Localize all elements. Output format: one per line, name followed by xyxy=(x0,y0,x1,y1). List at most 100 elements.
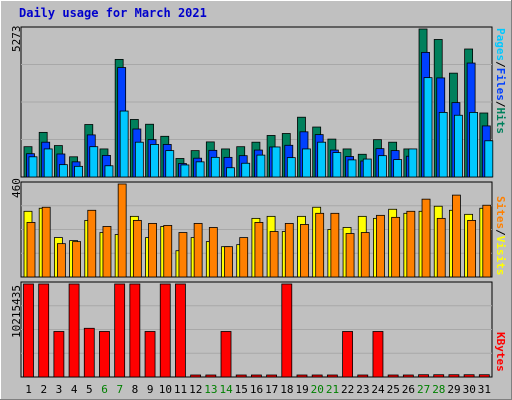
bar-kbytes-day-3 xyxy=(53,331,65,378)
bar-pages-day-22 xyxy=(347,159,357,178)
bar-sites-day-2 xyxy=(41,206,51,278)
bar-kbytes-day-30 xyxy=(463,374,475,378)
bar-pages-day-14 xyxy=(226,167,235,178)
bar-pages-day-7 xyxy=(119,110,129,178)
bar-sites-day-21 xyxy=(330,212,340,278)
middle-panel-legend: Sites/Visits xyxy=(494,196,507,276)
x-tick-label: 16 xyxy=(250,383,263,396)
bar-sites-day-17 xyxy=(269,231,279,278)
bar-pages-day-8 xyxy=(134,141,144,178)
x-tick-label: 7 xyxy=(116,383,123,396)
bar-kbytes-day-6 xyxy=(99,331,110,378)
x-tick-label: 29 xyxy=(447,383,460,396)
legend-kbytes: KBytes xyxy=(494,332,507,372)
x-tick-label: 30 xyxy=(463,383,476,396)
x-tick-label: 24 xyxy=(371,383,385,396)
x-tick-label: 4 xyxy=(71,383,78,396)
bar-sites-day-13 xyxy=(208,227,218,278)
bar-kbytes-day-17 xyxy=(266,374,277,378)
x-tick-label: 15 xyxy=(235,383,248,396)
bottom-panel-max-label: 10215435 xyxy=(10,285,23,338)
x-tick-label: 5 xyxy=(86,383,93,396)
bar-kbytes-day-24 xyxy=(372,331,384,378)
x-tick-label: 31 xyxy=(478,383,491,396)
x-tick-label: 25 xyxy=(387,383,400,396)
bar-sites-day-29 xyxy=(452,194,461,278)
legend-separator: / xyxy=(494,61,507,68)
top-panel-legend: Pages/Files/Hits xyxy=(494,28,507,134)
bar-pages-day-10 xyxy=(165,150,175,178)
bar-kbytes-day-31 xyxy=(478,374,490,378)
bar-kbytes-day-21 xyxy=(326,374,338,378)
x-tick-label: 8 xyxy=(132,383,139,396)
bar-sites-day-30 xyxy=(467,219,477,278)
x-tick-label: 6 xyxy=(101,383,108,396)
bar-pages-day-26 xyxy=(408,148,418,178)
bar-pages-day-16 xyxy=(256,154,266,178)
bar-kbytes-day-14 xyxy=(220,331,232,378)
bar-pages-day-9 xyxy=(150,144,159,178)
bar-sites-day-9 xyxy=(148,223,157,278)
bar-sites-day-19 xyxy=(300,224,309,278)
bar-kbytes-day-9 xyxy=(144,331,156,378)
bar-kbytes-day-13 xyxy=(205,374,217,378)
bar-pages-day-31 xyxy=(484,140,494,178)
bar-pages-day-2 xyxy=(43,148,53,178)
bar-sites-day-27 xyxy=(421,198,431,278)
bar-pages-day-23 xyxy=(362,158,372,178)
bar-sites-day-23 xyxy=(360,232,370,278)
x-tick-label: 14 xyxy=(219,383,233,396)
chart-title: Daily usage for March 2021 xyxy=(19,6,207,20)
bar-pages-day-25 xyxy=(393,159,403,178)
bar-pages-day-29 xyxy=(454,114,463,178)
bar-sites-day-24 xyxy=(376,214,385,278)
bar-pages-day-28 xyxy=(438,112,448,178)
legend-visits: Visits xyxy=(494,235,507,276)
x-tick-label: 3 xyxy=(56,383,63,396)
bar-sites-day-1 xyxy=(26,222,36,278)
bar-pages-day-21 xyxy=(332,152,342,178)
bar-kbytes-day-28 xyxy=(433,374,445,378)
bar-sites-day-26 xyxy=(406,210,416,278)
bar-kbytes-day-11 xyxy=(175,283,186,378)
bar-sites-day-16 xyxy=(254,222,264,278)
top-panel-max-label: 5273 xyxy=(10,25,23,53)
x-tick-label: 10 xyxy=(159,383,172,396)
bar-kbytes-day-2 xyxy=(38,283,50,378)
bar-pages-day-13 xyxy=(210,156,220,178)
bar-kbytes-day-1 xyxy=(23,283,34,378)
x-tick-label: 1 xyxy=(25,383,32,396)
legend-pages: Pages xyxy=(494,28,507,62)
bar-kbytes-day-18 xyxy=(281,283,293,378)
bar-pages-day-15 xyxy=(241,162,251,178)
bar-pages-day-4 xyxy=(74,165,83,178)
middle-panel-max-label: 460 xyxy=(10,178,23,198)
x-tick-label: 9 xyxy=(147,383,154,396)
bar-sites-day-4 xyxy=(72,241,81,278)
bar-sites-day-18 xyxy=(284,223,294,278)
legend-sites: Sites xyxy=(494,196,507,230)
bar-sites-day-8 xyxy=(132,219,142,278)
bar-pages-day-5 xyxy=(89,146,99,178)
bar-kbytes-day-15 xyxy=(235,374,247,378)
bar-pages-day-3 xyxy=(58,164,68,178)
x-tick-label: 17 xyxy=(265,383,278,396)
bar-pages-day-6 xyxy=(104,165,114,178)
bottom-panel-legend: KBytes xyxy=(494,332,507,372)
bar-kbytes-day-22 xyxy=(342,331,353,378)
bar-sites-day-20 xyxy=(315,212,325,278)
bar-pages-day-19 xyxy=(302,148,311,178)
x-tick-label: 22 xyxy=(341,383,354,396)
legend-hits: Hits xyxy=(494,107,507,135)
bar-pages-day-12 xyxy=(195,161,205,178)
bar-pages-day-1 xyxy=(28,156,38,178)
bar-sites-day-28 xyxy=(436,217,446,278)
bar-pages-day-20 xyxy=(317,141,327,178)
bar-pages-day-27 xyxy=(423,77,433,178)
bar-kbytes-day-5 xyxy=(83,327,95,378)
x-tick-label: 11 xyxy=(174,383,187,396)
legend-files: Files xyxy=(494,67,507,101)
x-tick-label: 13 xyxy=(204,383,217,396)
